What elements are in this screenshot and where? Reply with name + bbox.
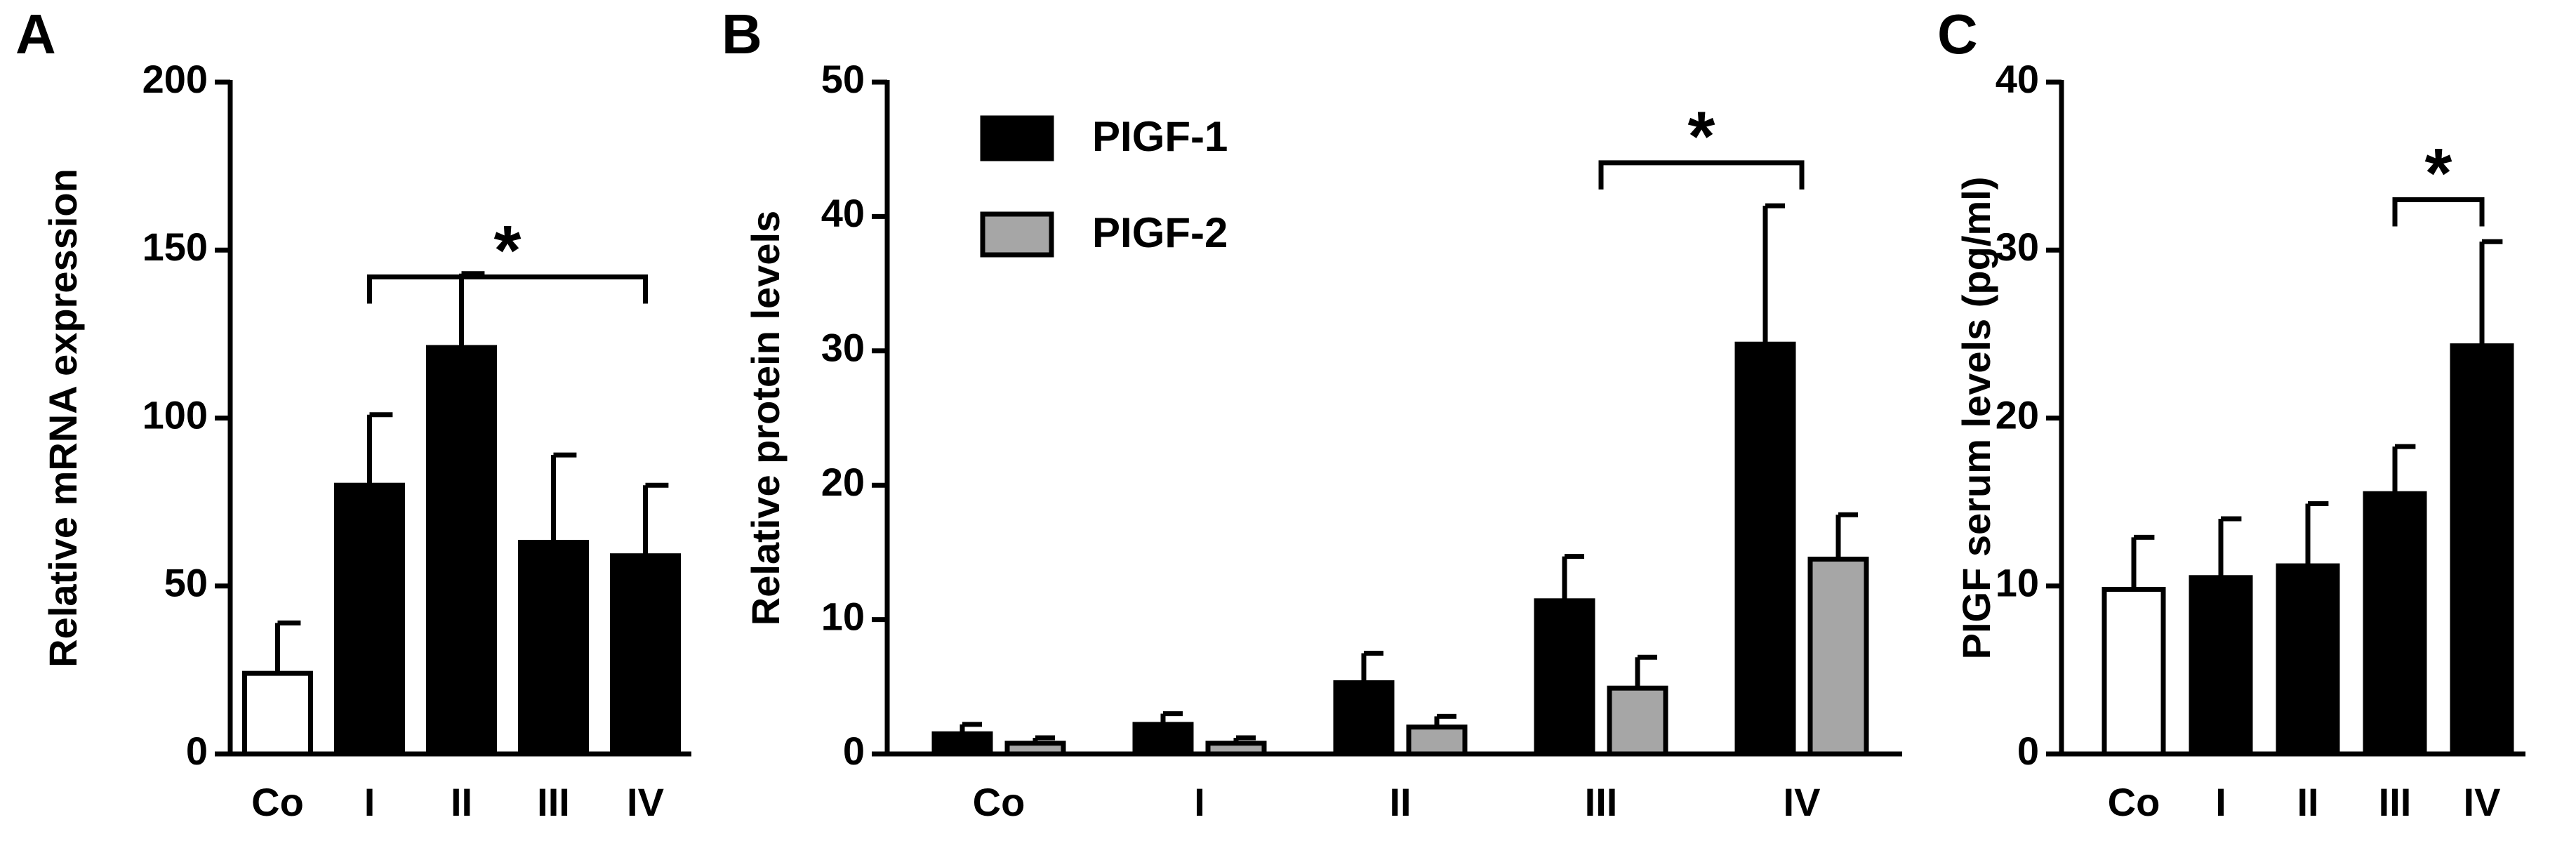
x-tick-label: I: [2215, 780, 2226, 824]
panel-label: A: [15, 3, 56, 65]
bar: [242, 670, 313, 757]
legend-label: PIGF-1: [1092, 113, 1228, 160]
x-tick-label: I: [364, 780, 376, 824]
y-tick-label: 10: [1996, 561, 2039, 605]
significance-label: *: [2425, 134, 2452, 213]
y-tick-label: 0: [186, 729, 208, 773]
y-tick-label: 10: [821, 594, 865, 638]
y-tick-label: 0: [843, 729, 865, 773]
bar: [2102, 587, 2166, 757]
significance-bracket: [2392, 197, 2485, 227]
bar: [334, 482, 405, 757]
y-tick-label: 40: [821, 191, 865, 235]
x-tick-label: III: [537, 780, 570, 824]
y-tick-label: 20: [1996, 392, 2039, 437]
bar: [2450, 343, 2514, 757]
panel-label: C: [1937, 3, 1978, 65]
bar: [1534, 598, 1595, 757]
x-tick-label: Co: [251, 780, 304, 824]
bar: [931, 731, 993, 757]
x-tick-label: II: [1389, 780, 1411, 824]
bar: [2276, 563, 2340, 757]
y-tick-label: 200: [142, 57, 208, 101]
bar: [1734, 341, 1796, 757]
y-tick-label: 0: [2017, 729, 2039, 773]
x-tick-label: II: [451, 780, 472, 824]
bar: [2363, 491, 2427, 757]
x-tick-label: IV: [627, 780, 664, 824]
significance-label: *: [1688, 97, 1715, 176]
y-tick-label: 30: [1996, 225, 2039, 269]
bar: [1333, 680, 1395, 757]
x-tick-label: IV: [1784, 780, 1821, 824]
y-tick-label: 50: [821, 57, 865, 101]
y-tick-label: 100: [142, 392, 208, 437]
y-axis-label: Relative protein levels: [743, 211, 788, 625]
y-tick-label: 40: [1996, 57, 2039, 101]
x-tick-label: III: [2379, 780, 2412, 824]
bar: [1406, 724, 1468, 757]
y-tick-label: 50: [164, 561, 208, 605]
significance-label: *: [494, 211, 522, 290]
x-tick-label: II: [2297, 780, 2318, 824]
x-tick-label: Co: [2108, 780, 2160, 824]
panel-label: B: [722, 3, 762, 65]
y-tick-label: 30: [821, 326, 865, 370]
y-axis-label: PIGF serum levels (pg/ml): [1954, 177, 1998, 660]
x-tick-label: III: [1585, 780, 1618, 824]
bar: [426, 345, 497, 757]
y-tick-label: 20: [821, 460, 865, 504]
x-tick-label: I: [1194, 780, 1205, 824]
bar: [2189, 575, 2253, 757]
y-axis-label: Relative mRNA expression: [41, 168, 85, 668]
significance-bracket: [1598, 160, 1805, 190]
bar: [610, 553, 681, 757]
significance-bracket: [367, 274, 648, 304]
legend-swatch: [980, 115, 1054, 161]
bar: [1132, 722, 1194, 757]
x-tick-label: IV: [2464, 780, 2501, 824]
bar: [1607, 685, 1668, 757]
legend-label: PIGF-2: [1092, 209, 1228, 256]
y-tick-label: 150: [142, 225, 208, 269]
legend-swatch: [980, 211, 1054, 258]
x-tick-label: Co: [973, 780, 1025, 824]
bar: [518, 540, 589, 757]
bar: [1807, 556, 1869, 757]
